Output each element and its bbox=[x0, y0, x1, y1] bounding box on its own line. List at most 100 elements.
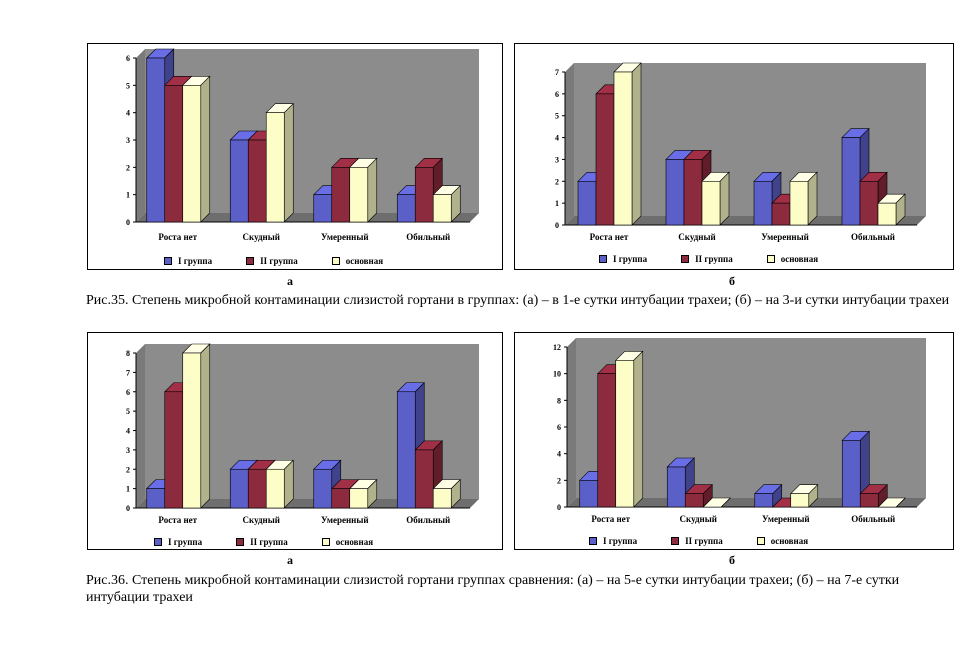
chart-panel-36b: 0 2 4 6 8 10 12 Роста нет Скудный Умеренный Обильн… bbox=[514, 332, 954, 550]
bar-3-2 bbox=[265, 102, 294, 223]
x-category-label: Обильный bbox=[406, 515, 450, 525]
bar-3-1 bbox=[615, 350, 644, 508]
y-tick-label: 8 bbox=[126, 349, 130, 358]
y-tick-label: 0 bbox=[126, 504, 130, 513]
plot-back-wall bbox=[145, 49, 479, 213]
legend-item-group2: II группа bbox=[236, 537, 288, 547]
bar-front bbox=[229, 468, 249, 509]
bar-chart-36b: 0 2 4 6 8 10 12 Роста нет Скудный Умеренный Обильн… bbox=[553, 338, 926, 524]
x-category-label: Умеренный bbox=[762, 514, 810, 524]
bar-front bbox=[859, 180, 879, 226]
bar-3-2 bbox=[702, 497, 731, 508]
legend-item-main: основная bbox=[766, 254, 819, 264]
y-tick-label: 7 bbox=[555, 68, 559, 77]
x-category-label: Роста нет bbox=[591, 514, 630, 524]
legend-swatch-group1 bbox=[599, 255, 607, 263]
bar-front bbox=[331, 167, 351, 223]
y-tick-label: 4 bbox=[557, 450, 561, 459]
y-tick-label: 2 bbox=[557, 476, 561, 485]
bar-1-3 bbox=[754, 483, 783, 508]
x-category-label: Умеренный bbox=[321, 232, 369, 242]
bar-front bbox=[771, 202, 791, 226]
legend-swatch-group2 bbox=[681, 255, 690, 263]
y-tick-label: 0 bbox=[555, 221, 559, 230]
legend-label-main: основная bbox=[770, 536, 809, 546]
legend-item-main: основная bbox=[321, 537, 374, 547]
x-category-label: Роста нет bbox=[158, 515, 197, 525]
bar-2-2 bbox=[684, 483, 713, 508]
chart-panel-36a: 0 1 2 3 4 5 6 7 8 Роста нет Скудный Умеренный Обильн… bbox=[87, 332, 503, 550]
legend-item-group2: II группа bbox=[246, 256, 298, 266]
chart-legend: I группа II группа основная bbox=[164, 256, 383, 266]
y-tick-label: 8 bbox=[557, 396, 561, 405]
bar-front bbox=[665, 159, 685, 226]
bar-side bbox=[721, 497, 731, 508]
y-tick-label: 2 bbox=[555, 177, 559, 186]
y-tick-label: 2 bbox=[126, 163, 130, 172]
x-category-label: Роста нет bbox=[590, 232, 629, 242]
bar-front bbox=[247, 139, 267, 223]
bar-3-4 bbox=[432, 184, 461, 223]
bar-front bbox=[313, 194, 333, 223]
bar-chart-35b: 0 1 2 3 4 5 6 7 Роста нет Скудный Умеренный Обильны… bbox=[555, 62, 926, 242]
bar-front bbox=[396, 391, 416, 509]
legend-swatch-main bbox=[766, 255, 775, 263]
bar-3-4 bbox=[877, 497, 906, 508]
plot-floor bbox=[565, 216, 926, 225]
bar-front bbox=[247, 468, 267, 509]
bar-side bbox=[633, 350, 644, 508]
chart-legend: I группа II группа основная bbox=[154, 537, 373, 547]
legend-item-group2: II группа bbox=[671, 536, 723, 546]
bar-3-3 bbox=[349, 478, 378, 509]
y-tick-label: 3 bbox=[126, 446, 130, 455]
legend-label-group1: I группа bbox=[178, 256, 213, 266]
bar-side bbox=[719, 171, 730, 226]
legend-item-group1: I группа bbox=[154, 537, 202, 547]
legend-swatch-group2 bbox=[236, 538, 245, 546]
bar-front bbox=[789, 180, 809, 226]
bar-side bbox=[896, 497, 906, 508]
chart-panel-35b: 0 1 2 3 4 5 6 7 Роста нет Скудный Умеренный Обильны… bbox=[514, 43, 954, 270]
bar-3-2 bbox=[265, 459, 294, 509]
y-tick-label: 3 bbox=[555, 155, 559, 164]
y-tick-label: 10 bbox=[553, 370, 561, 379]
bar-front bbox=[349, 488, 369, 509]
bar-front bbox=[265, 112, 285, 223]
bar-side bbox=[200, 75, 211, 223]
y-tick-label: 6 bbox=[557, 423, 561, 432]
plot-floor bbox=[136, 499, 479, 508]
plot-back-wall bbox=[576, 338, 926, 498]
bar-front bbox=[182, 352, 202, 509]
legend-label-group1: I группа bbox=[168, 537, 203, 547]
legend-swatch-group2 bbox=[671, 537, 680, 545]
y-tick-label: 5 bbox=[126, 407, 130, 416]
y-tick-label: 1 bbox=[126, 485, 130, 494]
bar-front bbox=[615, 360, 635, 508]
x-category-label: Умеренный bbox=[761, 232, 809, 242]
bar-3-4 bbox=[877, 193, 906, 226]
legend-label-main: основная bbox=[345, 256, 384, 266]
bar-front bbox=[666, 466, 686, 508]
y-tick-label: 5 bbox=[555, 112, 559, 121]
bar-front bbox=[841, 137, 861, 226]
bar-3-1 bbox=[182, 343, 211, 509]
bar-front bbox=[396, 194, 416, 223]
legend-label-group1: I группа bbox=[613, 254, 648, 264]
y-tick-label: 3 bbox=[126, 136, 130, 145]
bar-3-3 bbox=[349, 157, 378, 223]
bar-front bbox=[265, 468, 285, 509]
plot-side-wall bbox=[136, 49, 145, 222]
y-tick-label: 0 bbox=[126, 218, 130, 227]
legend-label-main: основная bbox=[780, 254, 819, 264]
legend-label-group2: II группа bbox=[260, 256, 298, 266]
bar-front bbox=[684, 493, 704, 508]
bar-front bbox=[597, 373, 617, 508]
y-tick-label: 4 bbox=[555, 134, 559, 143]
bar-front bbox=[579, 480, 599, 508]
y-tick-label: 4 bbox=[126, 109, 130, 118]
bar-2-4 bbox=[859, 483, 888, 508]
bar-front bbox=[182, 85, 202, 223]
x-category-label: Обильный bbox=[851, 514, 895, 524]
legend-label-main: основная bbox=[335, 537, 374, 547]
bar-front bbox=[414, 167, 434, 223]
